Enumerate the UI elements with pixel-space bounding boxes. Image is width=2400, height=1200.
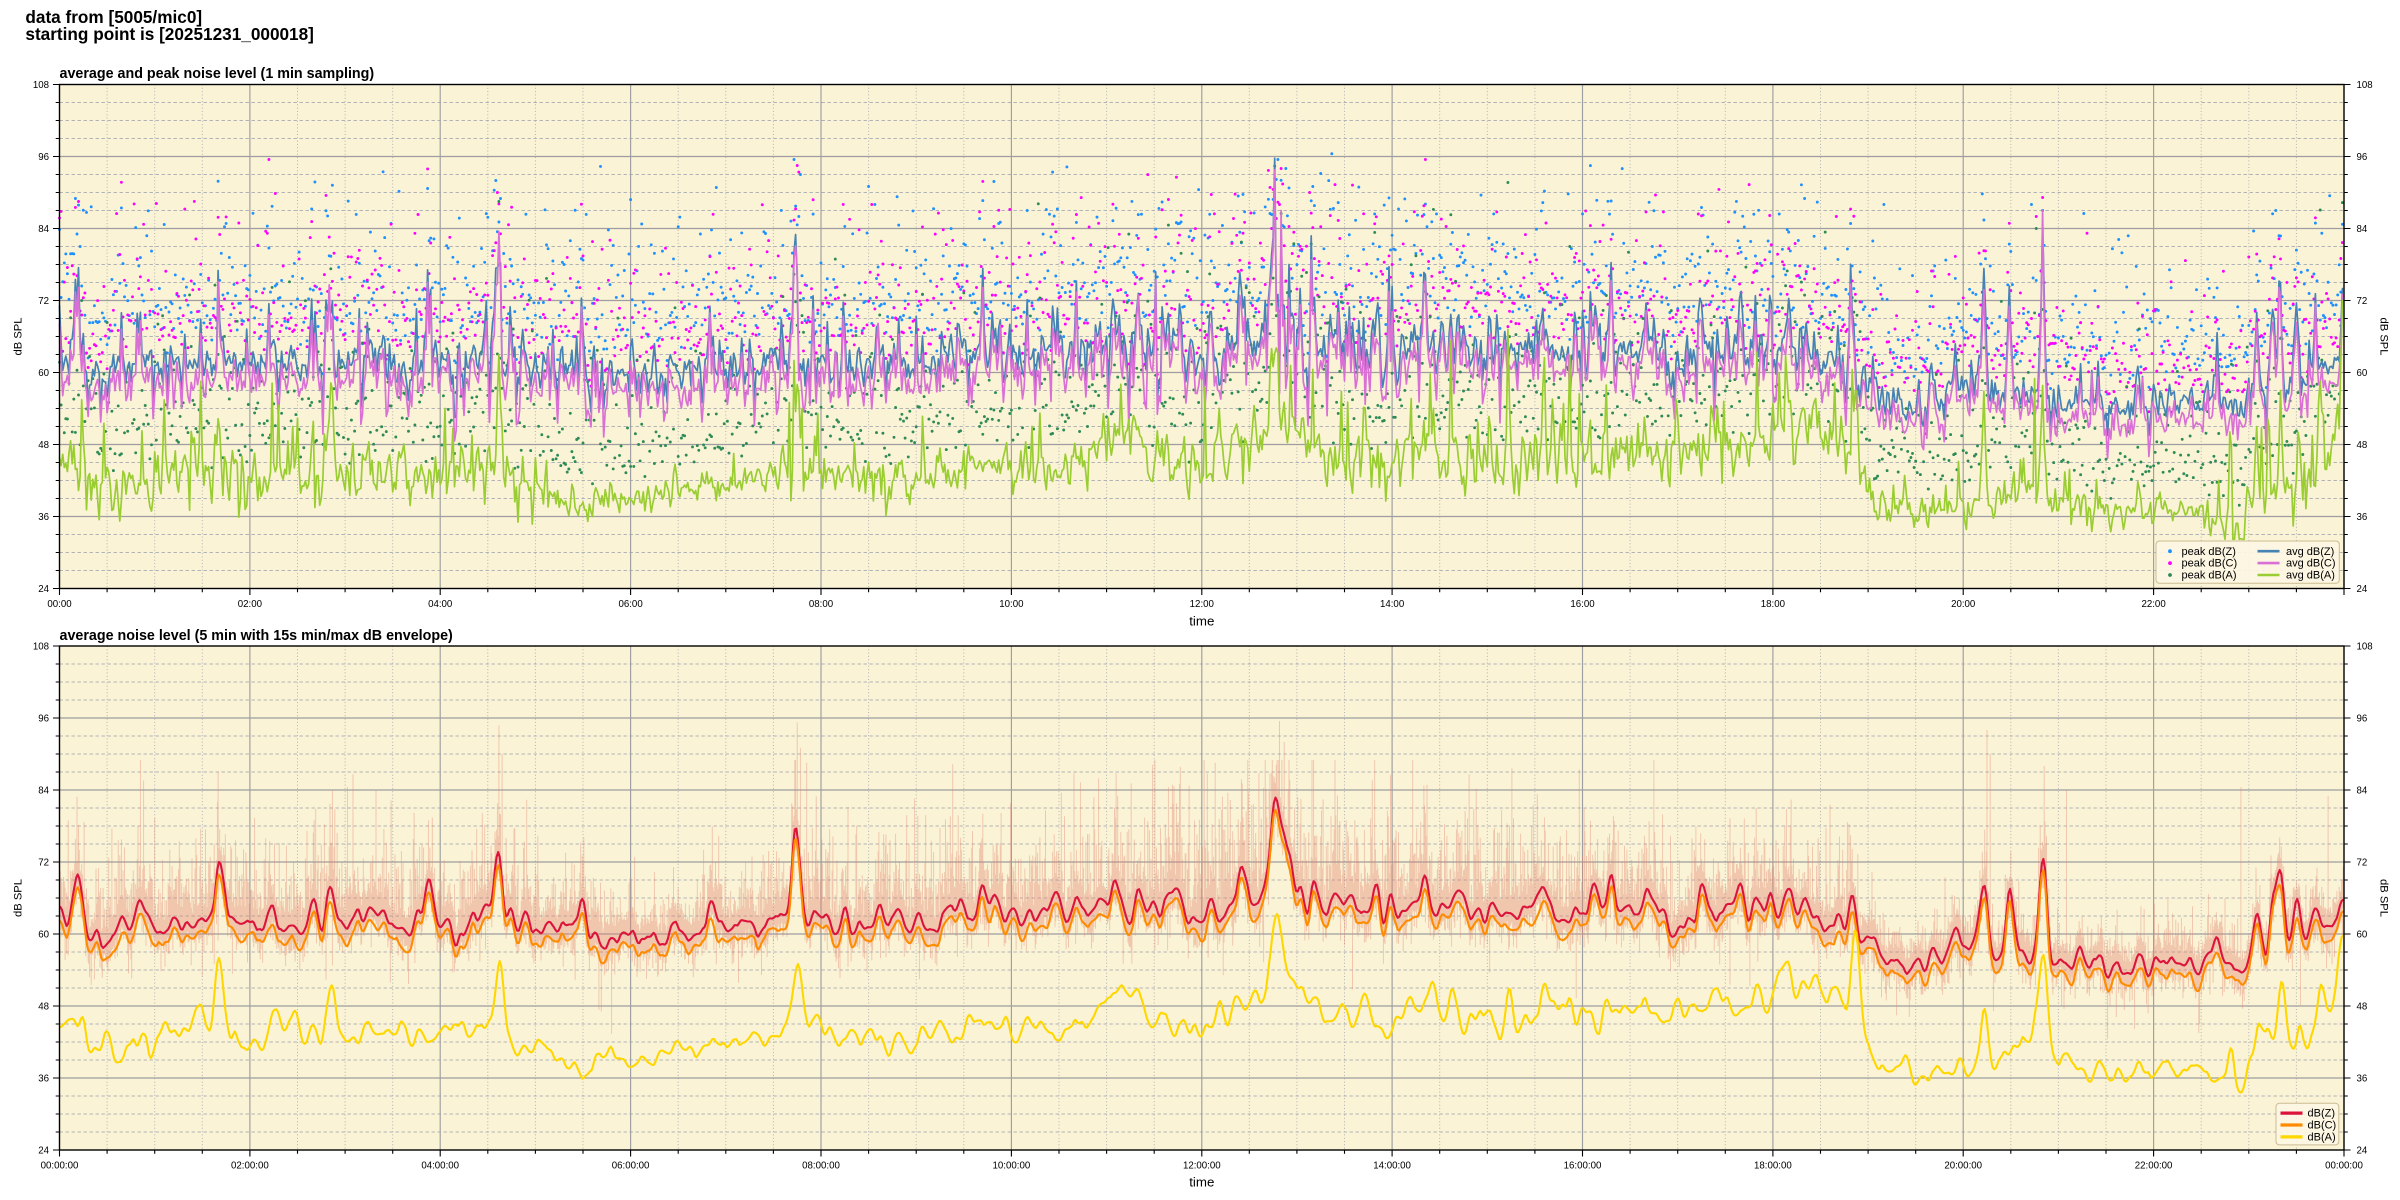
svg-text:dB SPL: dB SPL [2378,879,2390,917]
svg-text:average noise level (5 min wit: average noise level (5 min with 15s min/… [60,628,454,644]
svg-text:dB(A): dB(A) [2308,1132,2336,1144]
svg-text:avg dB(Z): avg dB(Z) [2286,546,2334,558]
svg-text:60: 60 [2357,929,2368,940]
svg-text:08:00: 08:00 [809,599,834,610]
svg-text:60: 60 [38,929,49,940]
svg-text:time: time [1189,1174,1214,1189]
svg-text:60: 60 [38,368,49,379]
svg-text:14:00:00: 14:00:00 [1373,1161,1411,1172]
svg-text:02:00:00: 02:00:00 [231,1161,269,1172]
svg-text:48: 48 [2357,440,2368,451]
svg-text:22:00:00: 22:00:00 [2135,1161,2173,1172]
svg-text:12:00:00: 12:00:00 [1183,1161,1221,1172]
svg-text:dB(Z): dB(Z) [2308,1108,2336,1120]
svg-text:00:00:00: 00:00:00 [41,1161,79,1172]
svg-text:36: 36 [2357,512,2368,523]
svg-text:72: 72 [2357,296,2368,307]
svg-text:96: 96 [38,152,49,163]
svg-text:24: 24 [2357,584,2368,595]
svg-text:dB SPL: dB SPL [13,318,25,356]
svg-text:04:00:00: 04:00:00 [421,1161,459,1172]
svg-text:36: 36 [38,1073,49,1084]
svg-text:108: 108 [2357,641,2373,652]
svg-text:20:00:00: 20:00:00 [1944,1161,1982,1172]
svg-text:average and peak noise level (: average and peak noise level (1 min samp… [60,66,375,82]
svg-text:08:00:00: 08:00:00 [802,1161,840,1172]
svg-text:72: 72 [38,296,49,307]
svg-text:36: 36 [38,512,49,523]
svg-text:36: 36 [2357,1073,2368,1084]
svg-text:48: 48 [38,440,49,451]
svg-text:00:00: 00:00 [47,599,72,610]
svg-text:84: 84 [38,224,49,235]
svg-text:108: 108 [2357,80,2373,91]
svg-text:14:00: 14:00 [1380,599,1405,610]
svg-text:dB(C): dB(C) [2308,1120,2337,1132]
svg-text:24: 24 [38,584,49,595]
svg-text:84: 84 [38,785,49,796]
svg-text:dB SPL: dB SPL [2378,318,2390,356]
svg-text:10:00:00: 10:00:00 [993,1161,1031,1172]
svg-text:72: 72 [38,857,49,868]
svg-text:96: 96 [2357,713,2368,724]
svg-text:peak dB(C): peak dB(C) [2182,558,2238,570]
svg-text:22:00: 22:00 [2141,599,2166,610]
svg-text:108: 108 [33,80,49,91]
svg-text:02:00: 02:00 [238,599,263,610]
svg-text:96: 96 [2357,152,2368,163]
svg-text:data from [5005/mic0]: data from [5005/mic0] [25,7,202,27]
svg-text:dB SPL: dB SPL [13,879,25,917]
svg-text:84: 84 [2357,224,2368,235]
svg-text:06:00: 06:00 [618,599,643,610]
svg-text:72: 72 [2357,857,2368,868]
svg-text:108: 108 [33,641,49,652]
svg-text:20:00: 20:00 [1951,599,1976,610]
svg-text:peak dB(A): peak dB(A) [2182,570,2237,582]
svg-text:avg dB(C): avg dB(C) [2286,558,2336,570]
svg-text:06:00:00: 06:00:00 [612,1161,650,1172]
svg-text:10:00: 10:00 [999,599,1024,610]
svg-text:04:00: 04:00 [428,599,453,610]
svg-text:18:00:00: 18:00:00 [1754,1161,1792,1172]
svg-text:starting point is [20251231_00: starting point is [20251231_000018] [25,24,314,44]
svg-text:60: 60 [2357,368,2368,379]
svg-text:16:00: 16:00 [1570,599,1595,610]
svg-text:24: 24 [38,1145,49,1156]
svg-text:18:00: 18:00 [1761,599,1786,610]
svg-text:48: 48 [2357,1001,2368,1012]
svg-text:time: time [1189,613,1214,628]
svg-text:peak dB(Z): peak dB(Z) [2182,546,2236,558]
svg-text:48: 48 [38,1001,49,1012]
svg-text:avg dB(A): avg dB(A) [2286,570,2335,582]
svg-text:16:00:00: 16:00:00 [1564,1161,1602,1172]
svg-text:84: 84 [2357,785,2368,796]
svg-text:12:00: 12:00 [1190,599,1215,610]
svg-text:24: 24 [2357,1145,2368,1156]
svg-text:96: 96 [38,713,49,724]
svg-text:00:00:00: 00:00:00 [2325,1161,2363,1172]
